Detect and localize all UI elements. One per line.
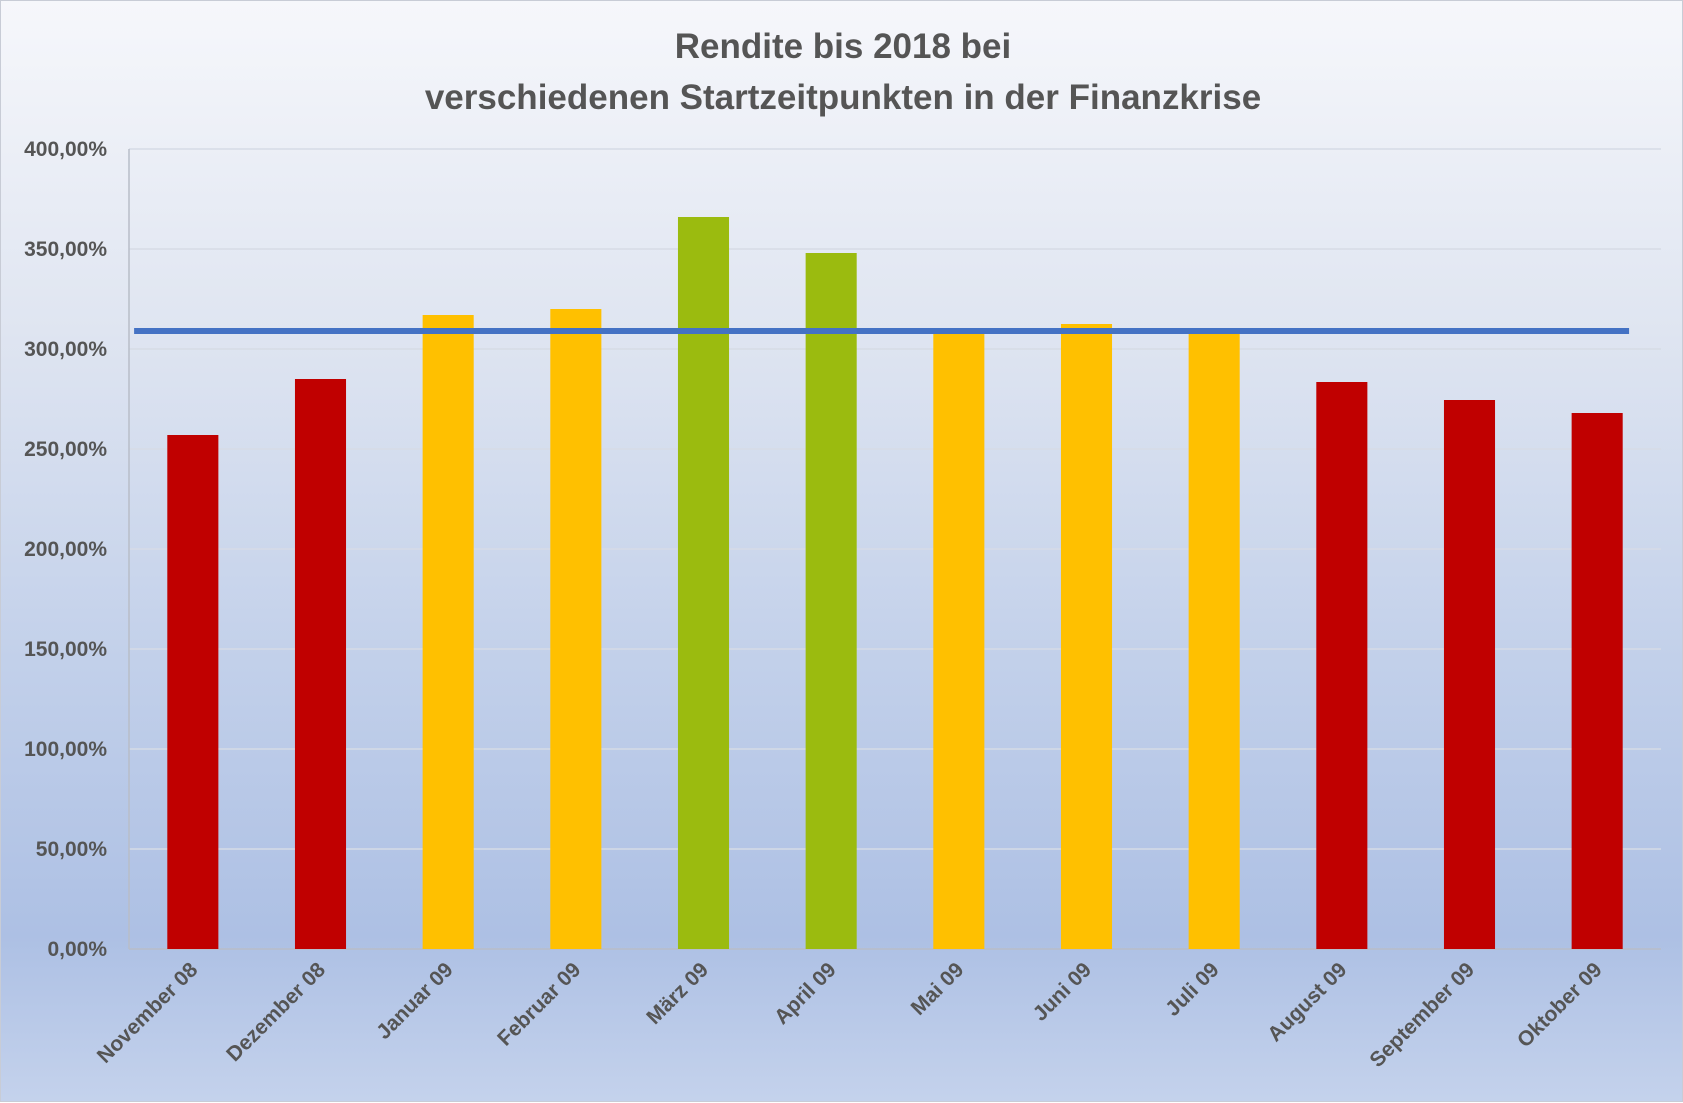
chart-title-line-2: verschiedenen Startzeitpunkten in der Fi…	[425, 78, 1261, 117]
y-tick-label: 150,00%	[24, 638, 107, 661]
x-tick-label: Februar 09	[493, 958, 585, 1050]
bar	[805, 253, 857, 949]
bar	[1060, 324, 1113, 949]
y-tick-label: 50,00%	[36, 838, 108, 861]
x-tick-label: Mai 09	[907, 958, 969, 1020]
axes	[128, 149, 1661, 950]
bar	[294, 379, 347, 949]
x-tick-label: September 09	[1365, 958, 1479, 1072]
x-axis-tick-labels: November 08 Dezember 08 Januar 09 Februar 0…	[93, 958, 1607, 1072]
bar	[1571, 413, 1623, 949]
x-tick-label: April 09	[770, 958, 841, 1029]
x-tick-label: März 09	[642, 958, 713, 1029]
x-tick-label: Juli 09	[1161, 958, 1223, 1020]
bar	[1316, 382, 1368, 949]
chart-title-line-1: Rendite bis 2018 bei	[675, 27, 1012, 66]
x-tick-label: Januar 09	[372, 958, 458, 1044]
y-tick-label: 400,00%	[24, 138, 107, 161]
y-tick-label: 350,00%	[24, 238, 107, 261]
bar	[1188, 331, 1240, 949]
y-tick-label: 300,00%	[24, 338, 107, 361]
gridlines	[129, 148, 1661, 850]
x-tick-label: Dezember 08	[222, 958, 330, 1066]
y-tick-label: 200,00%	[24, 538, 107, 561]
x-tick-label: Oktober 09	[1513, 958, 1607, 1052]
bar	[422, 315, 474, 949]
y-tick-label: 250,00%	[24, 438, 107, 461]
y-tick-label: 0,00%	[47, 938, 107, 961]
bar	[933, 331, 985, 949]
bars	[167, 217, 1623, 949]
bar	[550, 309, 602, 949]
bar	[167, 435, 219, 949]
bar	[677, 217, 730, 949]
x-tick-label: August 09	[1263, 958, 1351, 1046]
y-axis-tick-labels: 0,00% 50,00% 100,00% 150,00% 200,00% 250,00% 3…	[24, 138, 107, 961]
bar	[1443, 400, 1496, 949]
x-tick-label: November 08	[93, 958, 203, 1068]
y-tick-label: 100,00%	[24, 738, 107, 761]
x-tick-label: Juni 09	[1029, 958, 1096, 1025]
